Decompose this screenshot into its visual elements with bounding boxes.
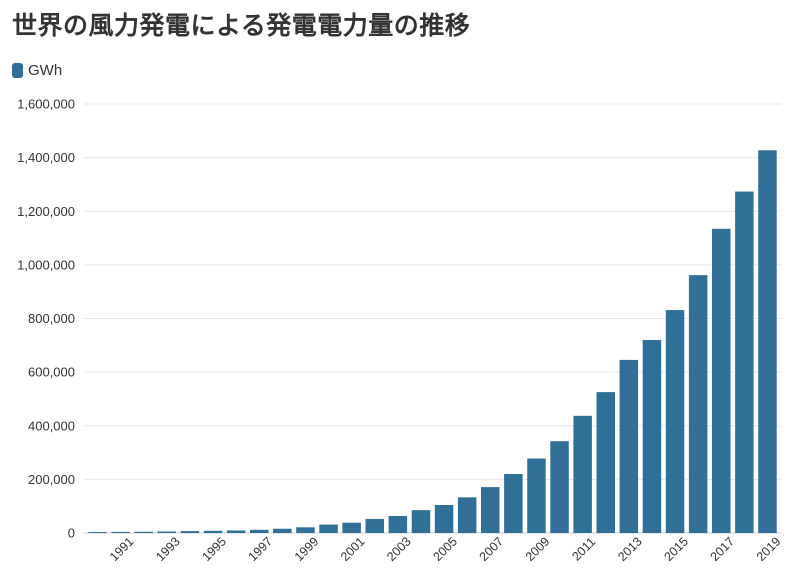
x-tick-label: 2017 xyxy=(708,534,738,564)
chart-title: 世界の風力発電による発電電力量の推移 xyxy=(12,11,471,40)
x-axis-ticks: 1991 1993 1995 1997 1999 2001 2003 2005 2007 2009… xyxy=(107,534,783,564)
bar-2016 xyxy=(688,275,708,533)
bar-2013 xyxy=(619,359,639,533)
y-axis-ticks: 0 200,000 400,000 600,000 800,000 1,000,000 1,… xyxy=(17,97,75,541)
y-tick-label: 0 xyxy=(68,526,75,541)
bar-2019 xyxy=(758,150,777,534)
x-tick-label: 1997 xyxy=(246,534,276,564)
bar-2003 xyxy=(388,516,408,533)
bar-1994 xyxy=(180,531,200,533)
bar-2010 xyxy=(550,441,569,533)
x-tick-label: 1991 xyxy=(107,534,137,564)
bars xyxy=(88,150,777,534)
bar-1993 xyxy=(157,531,177,533)
x-tick-label: 2015 xyxy=(661,534,691,564)
y-tick-label: 1,400,000 xyxy=(17,150,75,165)
y-tick-label: 600,000 xyxy=(28,365,75,380)
x-tick-label: 2007 xyxy=(477,534,507,564)
x-tick-label: 2005 xyxy=(430,534,460,564)
bar-1995 xyxy=(203,530,223,533)
bar-2017 xyxy=(712,228,731,533)
bar-1990 xyxy=(88,532,107,533)
x-tick-label: 2001 xyxy=(338,534,368,564)
bar-2012 xyxy=(596,392,615,533)
bar-2011 xyxy=(573,415,592,533)
bar-2000 xyxy=(319,524,338,533)
bar-2018 xyxy=(735,191,754,533)
x-tick-label: 1999 xyxy=(292,534,322,564)
legend-swatch xyxy=(12,63,23,78)
bar-2005 xyxy=(434,505,454,533)
y-tick-label: 200,000 xyxy=(28,472,75,487)
y-tick-label: 1,000,000 xyxy=(17,257,75,272)
bar-2008 xyxy=(504,474,523,533)
legend: GWh xyxy=(12,62,62,79)
bar-2002 xyxy=(365,518,384,533)
bar-2007 xyxy=(481,487,500,533)
bar-1997 xyxy=(250,529,269,533)
y-tick-label: 400,000 xyxy=(28,418,75,433)
y-tick-label: 1,600,000 xyxy=(17,97,75,112)
x-tick-label: 2003 xyxy=(384,534,414,564)
x-tick-label: 2019 xyxy=(754,534,784,564)
bar-2006 xyxy=(457,497,477,533)
bar-1992 xyxy=(134,531,153,533)
x-tick-label: 2011 xyxy=(569,535,598,564)
bar-2004 xyxy=(411,510,431,533)
bar-2001 xyxy=(342,522,361,533)
bar-2015 xyxy=(665,310,685,533)
x-tick-label: 2009 xyxy=(523,534,553,564)
bar-1998 xyxy=(273,528,292,533)
y-tick-label: 1,200,000 xyxy=(17,204,75,219)
bar-1996 xyxy=(226,530,246,533)
bar-2014 xyxy=(642,339,662,533)
bar-1999 xyxy=(296,527,315,533)
x-tick-label: 1995 xyxy=(199,534,229,564)
y-tick-label: 800,000 xyxy=(28,311,75,326)
gridlines xyxy=(84,103,781,534)
bar-1991 xyxy=(111,531,130,533)
legend-label: GWh xyxy=(28,62,63,79)
bar-2009 xyxy=(527,458,546,533)
x-tick-label: 1993 xyxy=(153,534,183,564)
x-tick-label: 2013 xyxy=(615,534,645,564)
